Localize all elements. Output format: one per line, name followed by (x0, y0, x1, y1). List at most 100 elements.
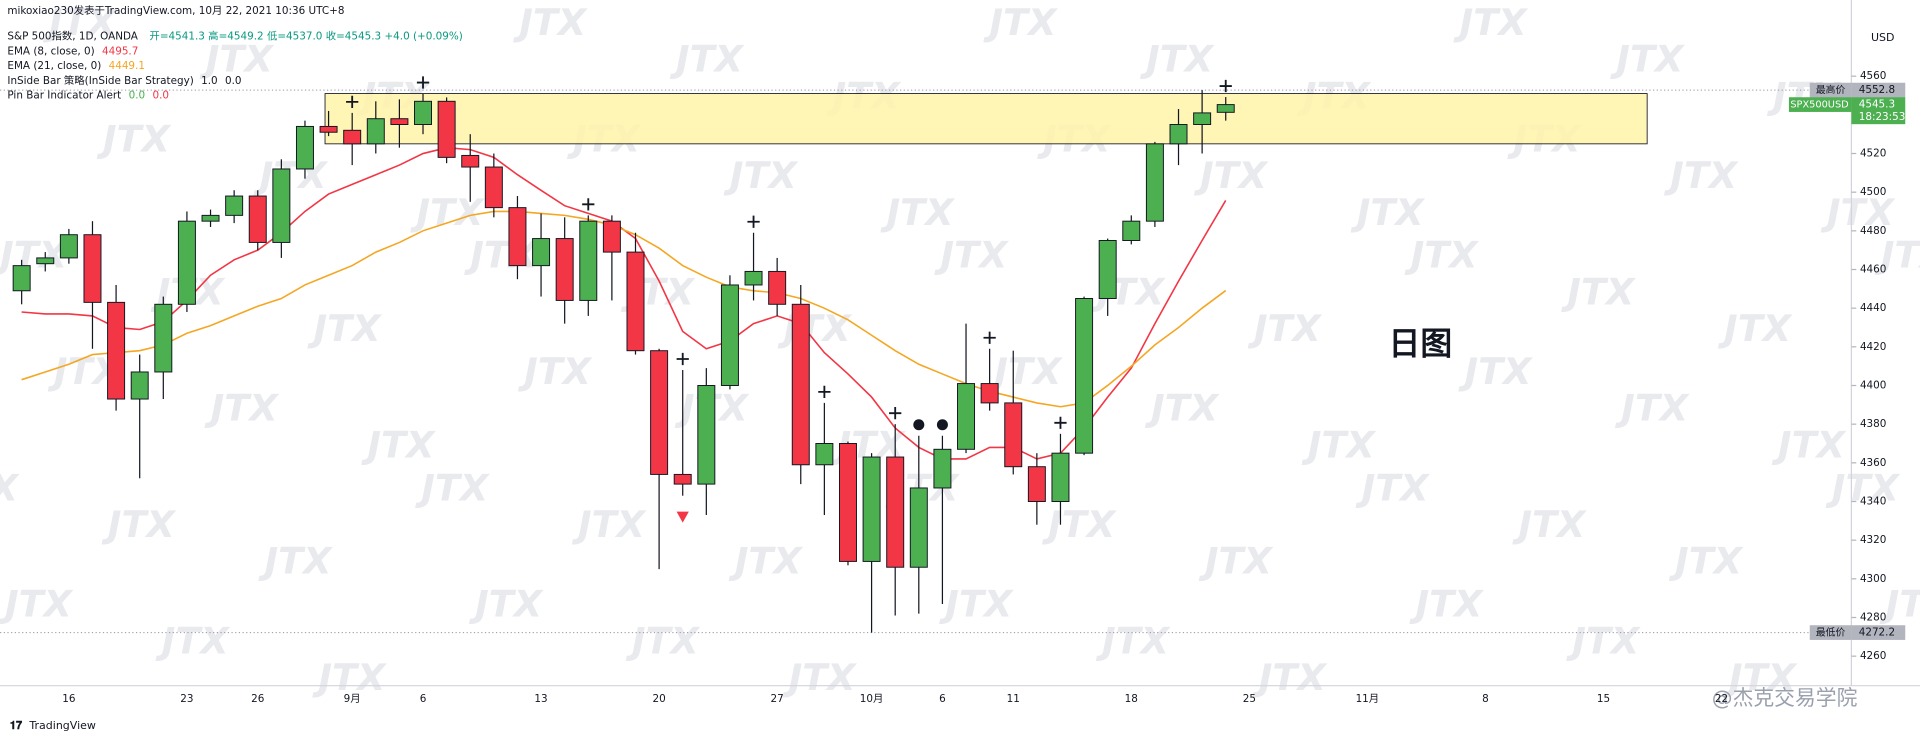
price-value: 4552.8 (1859, 84, 1895, 96)
candle-body (1098, 240, 1117, 299)
candle-body (414, 100, 433, 125)
legend-item: InSide Bar 策略(InSide Bar Strategy) (7, 74, 193, 87)
y-tick-label: 4480 (1860, 225, 1886, 237)
y-tick-label: 4260 (1860, 650, 1886, 662)
y-tick-label: 4460 (1860, 264, 1886, 276)
annotation: 日图 (1389, 324, 1453, 362)
watermark: JTX (468, 583, 544, 626)
watermark: JTX (1355, 466, 1431, 509)
candle-body (1027, 466, 1046, 502)
y-tick-label: 4380 (1860, 418, 1886, 430)
legend-symbol: S&P 500指数, 1D, OANDA (7, 30, 138, 43)
legend-line: InSide Bar 策略(InSide Bar Strategy) 1.0 0.0 (7, 74, 241, 87)
watermark: JTX (1041, 503, 1117, 546)
pin-bar-signal (676, 511, 689, 523)
watermark: JTX (101, 503, 177, 546)
watermark: JTX (982, 1, 1058, 44)
watermark: JTX (1609, 38, 1685, 81)
y-tick-label: 4440 (1860, 302, 1886, 314)
price-value: 4272.2 (1859, 627, 1895, 639)
inside-bar-signal (676, 352, 689, 366)
footer-logo-mark: 𝟏𝟕 (10, 719, 23, 732)
x-tick-label: 18 (1125, 693, 1138, 705)
inside-bar-signal (747, 215, 760, 228)
candle-body (319, 125, 338, 133)
price-value-box (1851, 97, 1906, 125)
candle-body (177, 220, 196, 305)
inside-bar-signal (983, 331, 996, 344)
watermark: JTX (204, 387, 280, 430)
watermark: JTX (1565, 619, 1641, 662)
footer-logo: TradingView (28, 719, 95, 732)
watermark: JTX (1144, 387, 1220, 430)
watermark: JTX (1874, 234, 1920, 277)
candle-body (815, 443, 834, 466)
candle-body (957, 383, 976, 450)
legend-line: Pin Bar Indicator Alert 0.0 0.0 (7, 90, 169, 102)
watermark: JTX (933, 234, 1009, 277)
watermark: JTX (96, 117, 172, 160)
y-tick-label: 4360 (1860, 457, 1886, 469)
legend-item: 0.0 (152, 90, 169, 102)
legend-line: EMA (8, close, 0) 4495.7 (7, 45, 138, 57)
watermark: JTX (1668, 540, 1744, 583)
watermark: JTX (409, 191, 485, 234)
watermark: JTX (1457, 350, 1533, 393)
watermark: JTX (0, 583, 74, 626)
price-value: 4545.3 (1859, 99, 1895, 111)
candle-body (154, 303, 173, 373)
watermark: JTX (1301, 423, 1377, 466)
watermark: JTX (1453, 1, 1529, 44)
candle-body (390, 118, 409, 125)
candle-body (484, 166, 503, 209)
price-label-name: SPX500USD (1790, 100, 1848, 111)
candle-body (697, 385, 716, 485)
watermark: JTX (1663, 154, 1739, 197)
watermark: JTX (987, 350, 1063, 393)
watermark: JTX (1820, 191, 1896, 234)
watermark: JTX (1879, 583, 1920, 626)
watermark: JTX (1560, 270, 1636, 313)
candle-body (461, 154, 480, 168)
legend-item: EMA (21, close, 0) (7, 60, 101, 72)
legend-item: 1.0 (201, 75, 218, 87)
inside-bar-signal (1219, 79, 1232, 93)
inside-bar-signal (582, 198, 595, 211)
legend-ohlc: 开=4541.3 高=4549.2 低=4537.0 收=4545.3 +4.0… (149, 30, 462, 43)
watermark: JTX (463, 234, 539, 277)
y-tick-label: 4280 (1860, 611, 1886, 623)
candle-body (862, 456, 881, 562)
candle-body (1169, 124, 1188, 145)
candle-body (532, 238, 551, 267)
x-tick-label: 8 (1482, 693, 1489, 705)
x-tick-label: 11月 (1356, 693, 1380, 705)
signature: @杰克交易学院 (1712, 686, 1858, 710)
candle-body (36, 257, 55, 265)
price-label-name: 最低价 (1816, 626, 1846, 639)
y-tick-label: 4300 (1860, 573, 1886, 585)
price-label-tag (1809, 625, 1852, 640)
watermark: JTX (880, 191, 956, 234)
watermark: JTX (199, 38, 275, 81)
candle-body (225, 195, 244, 216)
x-tick-label: 6 (939, 693, 946, 705)
x-tick-label: 6 (420, 693, 427, 705)
inside-bar-signal (1054, 416, 1067, 429)
y-tick-label: 4500 (1860, 186, 1886, 198)
watermark: JTX (1193, 154, 1269, 197)
watermark: JTX (1825, 466, 1901, 509)
candle-body (791, 303, 810, 466)
watermark: JTX (512, 1, 588, 44)
watermark: JTX (253, 154, 329, 197)
watermark: JTX (1252, 656, 1328, 699)
watermark: JTX (938, 583, 1014, 626)
candle-body (343, 129, 362, 145)
watermark: JTX (311, 656, 387, 699)
inside-bar-signal (818, 385, 831, 399)
candle-body (272, 168, 291, 243)
candle-body (602, 220, 621, 253)
x-tick-label: 15 (1597, 693, 1610, 705)
legend-item: Pin Bar Indicator Alert (7, 90, 121, 102)
watermark: JTX (0, 466, 20, 509)
